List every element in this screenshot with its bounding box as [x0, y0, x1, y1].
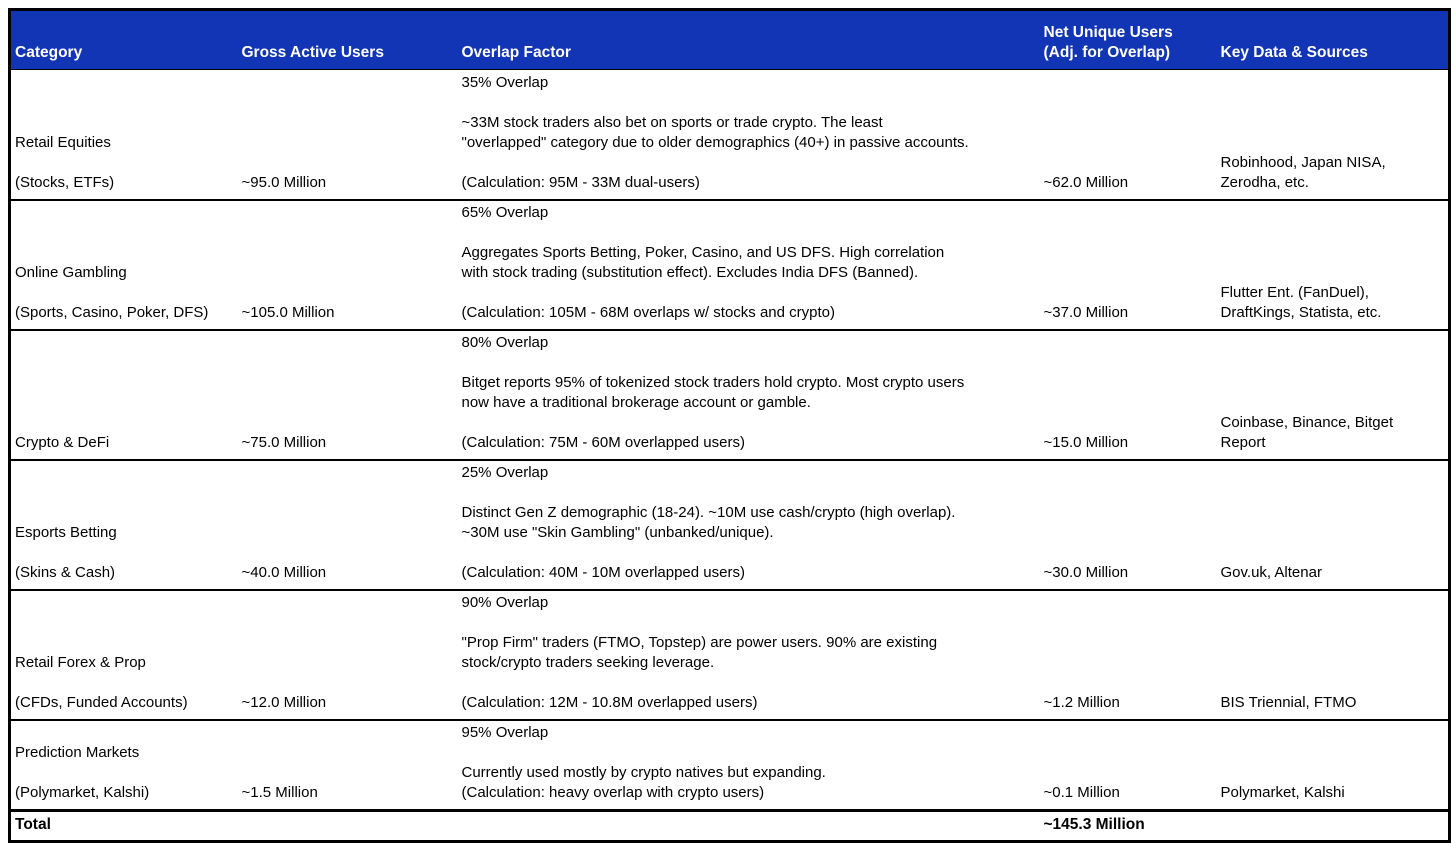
- cell-net-unique-users: ~15.0 Million: [1043, 433, 1129, 451]
- cell-gross-active-users: ~40.0 Million: [241, 563, 327, 581]
- cell-net-unique-users: ~0.1 Million: [1043, 783, 1120, 801]
- user-overlap-table-container: Category Gross Active Users Overlap Fact…: [8, 8, 1451, 843]
- total-row: Total ~145.3 Million: [9, 810, 1450, 841]
- cell-key-data-sources: BIS Triennial, FTMO: [1220, 693, 1357, 711]
- cell-gross-active-users: ~75.0 Million: [241, 433, 327, 451]
- cell-overlap-factor: 95% Overlap Currently used mostly by cry…: [461, 723, 826, 801]
- header-row: Category Gross Active Users Overlap Fact…: [9, 9, 1450, 70]
- cell-category: Esports Betting (Skins & Cash): [15, 523, 117, 581]
- cell-gross-active-users: ~95.0 Million: [241, 173, 327, 191]
- table-row-crypto-defi: Crypto & DeFi ~75.0 Million 80% Overlap …: [9, 330, 1450, 460]
- cell-net-unique-users: ~37.0 Million: [1043, 303, 1129, 321]
- cell-key-data-sources: Flutter Ent. (FanDuel), DraftKings, Stat…: [1220, 283, 1382, 321]
- cell-key-data-sources: Robinhood, Japan NISA, Zerodha, etc.: [1220, 153, 1386, 191]
- total-overlap-empty: [458, 810, 1040, 841]
- cell-overlap-factor: 90% Overlap "Prop Firm" traders (FTMO, T…: [461, 593, 938, 711]
- cell-key-data-sources: Polymarket, Kalshi: [1220, 783, 1345, 801]
- cell-category: Prediction Markets (Polymarket, Kalshi): [15, 743, 150, 801]
- cell-key-data-sources: Gov.uk, Altenar: [1220, 563, 1322, 581]
- user-overlap-table: Category Gross Active Users Overlap Fact…: [8, 8, 1451, 843]
- total-sources-empty: [1217, 810, 1450, 841]
- table-row-retail-equities: Retail Equities (Stocks, ETFs) ~95.0 Mil…: [9, 70, 1450, 200]
- cell-gross-active-users: ~1.5 Million: [241, 783, 318, 801]
- cell-category: Retail Equities (Stocks, ETFs): [15, 133, 115, 191]
- table-row-online-gambling: Online Gambling (Sports, Casino, Poker, …: [9, 200, 1450, 330]
- cell-gross-active-users: ~105.0 Million: [241, 303, 335, 321]
- table-body: Retail Equities (Stocks, ETFs) ~95.0 Mil…: [9, 70, 1450, 841]
- cell-gross-active-users: ~12.0 Million: [241, 693, 327, 711]
- cell-overlap-factor: 65% Overlap Aggregates Sports Betting, P…: [461, 203, 945, 321]
- cell-net-unique-users: ~62.0 Million: [1043, 173, 1129, 191]
- cell-category: Crypto & DeFi: [15, 433, 110, 451]
- header-net-unique-users: Net Unique Users (Adj. for Overlap): [1039, 9, 1217, 70]
- table-row-retail-forex-prop: Retail Forex & Prop (CFDs, Funded Accoun…: [9, 590, 1450, 720]
- header-overlap-factor: Overlap Factor: [457, 9, 1040, 70]
- cell-overlap-factor: 25% Overlap Distinct Gen Z demographic (…: [461, 463, 956, 581]
- cell-category: Retail Forex & Prop (CFDs, Funded Accoun…: [15, 653, 188, 711]
- header-category: Category: [9, 9, 238, 70]
- header-gross-active-users: Gross Active Users: [237, 9, 458, 70]
- header-key-data-sources: Key Data & Sources: [1216, 9, 1450, 70]
- cell-key-data-sources: Coinbase, Binance, Bitget Report: [1220, 413, 1394, 451]
- table-row-prediction-markets: Prediction Markets (Polymarket, Kalshi) …: [9, 720, 1450, 810]
- total-gross-empty: [238, 810, 458, 841]
- cell-category: Online Gambling (Sports, Casino, Poker, …: [15, 263, 209, 321]
- table-header: Category Gross Active Users Overlap Fact…: [9, 9, 1450, 70]
- cell-net-unique-users: ~1.2 Million: [1043, 693, 1120, 711]
- total-label: Total: [15, 815, 51, 833]
- cell-overlap-factor: 35% Overlap ~33M stock traders also bet …: [461, 73, 969, 191]
- total-net-unique-users: ~145.3 Million: [1043, 815, 1145, 833]
- cell-overlap-factor: 80% Overlap Bitget reports 95% of tokeni…: [461, 333, 965, 451]
- cell-net-unique-users: ~30.0 Million: [1043, 563, 1129, 581]
- table-row-esports-betting: Esports Betting (Skins & Cash) ~40.0 Mil…: [9, 460, 1450, 590]
